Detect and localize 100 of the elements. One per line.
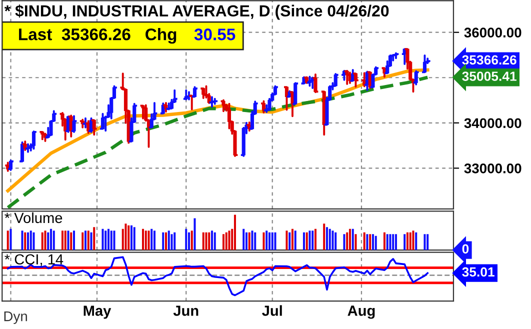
- bar: [312, 230, 314, 250]
- candlestick: [71, 115, 77, 133]
- candlestick: [100, 112, 106, 130]
- bar: [164, 232, 167, 250]
- candlestick: [344, 70, 350, 85]
- candlestick: [31, 130, 36, 150]
- candlestick: [261, 100, 266, 114]
- candlestick: [140, 104, 146, 120]
- bar: [294, 230, 296, 250]
- bar: [291, 228, 294, 250]
- bar: [222, 234, 224, 250]
- chart-title: * Volume: [4, 212, 62, 224]
- bar: [21, 230, 24, 250]
- y-tick-label: 36000.00: [464, 28, 522, 38]
- candlestick: [413, 70, 419, 86]
- bar: [412, 230, 414, 250]
- bar: [162, 232, 164, 250]
- candlestick: [292, 82, 298, 105]
- bar: [142, 228, 144, 250]
- x-tick-label: Aug: [348, 306, 375, 319]
- bar: [32, 232, 35, 250]
- bar: [228, 230, 230, 250]
- chart-title: * $INDU, INDUSTRIAL AVERAGE, D (Since 04/26/20: [4, 4, 389, 20]
- bar: [150, 228, 153, 250]
- candlestick: [8, 160, 14, 171]
- x-tick-label: Jun: [173, 306, 198, 316]
- candlestick: [332, 73, 338, 87]
- candlestick: [91, 119, 97, 136]
- bar: [234, 214, 236, 250]
- bar: [334, 232, 337, 250]
- bar: [202, 232, 204, 250]
- bar: [363, 232, 366, 250]
- bar: [343, 234, 346, 250]
- bar: [168, 230, 170, 250]
- bar: [72, 230, 75, 250]
- bar: [323, 224, 326, 250]
- bar: [10, 228, 12, 250]
- chart-title: * CCI, 14: [4, 254, 64, 266]
- bar: [174, 232, 176, 250]
- bar: [148, 230, 150, 250]
- bar: [245, 232, 248, 250]
- bar: [47, 232, 50, 250]
- bar: [124, 224, 127, 250]
- bar: [50, 228, 52, 250]
- bar: [225, 232, 228, 250]
- line-series: [6, 76, 430, 209]
- bar: [128, 225, 130, 250]
- text: 35366.26: [462, 55, 516, 65]
- bar: [268, 232, 270, 250]
- bar: [286, 230, 288, 250]
- y-tick-label: 34000.00: [464, 118, 522, 128]
- bar: [130, 225, 132, 250]
- bar: [406, 232, 408, 250]
- x-tick-label: Jul: [262, 305, 282, 316]
- bar: [26, 232, 30, 250]
- bar: [205, 232, 208, 250]
- bar: [214, 232, 216, 250]
- bar: [208, 232, 210, 250]
- text: 35.01: [462, 267, 494, 277]
- bar: [404, 234, 406, 250]
- bar: [210, 230, 213, 250]
- bar: [44, 230, 46, 250]
- bar: [262, 232, 265, 250]
- bar: [254, 232, 256, 250]
- bar: [392, 234, 394, 250]
- bar: [6, 230, 9, 250]
- candlestick: [20, 141, 25, 162]
- bar: [326, 227, 328, 250]
- bar: [251, 230, 254, 250]
- bar: [271, 232, 274, 250]
- bar: [84, 230, 86, 250]
- bar: [328, 228, 331, 250]
- bar: [415, 232, 418, 250]
- text: Dyn: [4, 312, 27, 324]
- bar: [90, 232, 92, 250]
- bar: [348, 228, 351, 250]
- bar: [87, 230, 90, 250]
- bar: [24, 232, 26, 250]
- x-tick-label: May: [84, 306, 112, 319]
- bar: [314, 228, 316, 250]
- bar: [41, 232, 44, 250]
- bar: [346, 232, 348, 250]
- bar: [113, 230, 116, 250]
- text: 35005.41: [462, 72, 516, 81]
- bar: [389, 234, 392, 250]
- candlestick: [393, 52, 399, 60]
- bar: [133, 227, 136, 250]
- bar: [153, 230, 156, 250]
- bar: [372, 234, 374, 250]
- bar: [374, 236, 377, 250]
- bar: [288, 232, 291, 250]
- bar: [424, 234, 426, 250]
- bar: [170, 234, 173, 250]
- candlestick: [163, 102, 169, 113]
- bar: [194, 218, 196, 250]
- bar: [386, 234, 388, 250]
- annotation: Last 35366.26 Chg: [19, 28, 176, 44]
- bar: [302, 232, 305, 250]
- bar: [52, 230, 55, 250]
- bar: [352, 228, 354, 250]
